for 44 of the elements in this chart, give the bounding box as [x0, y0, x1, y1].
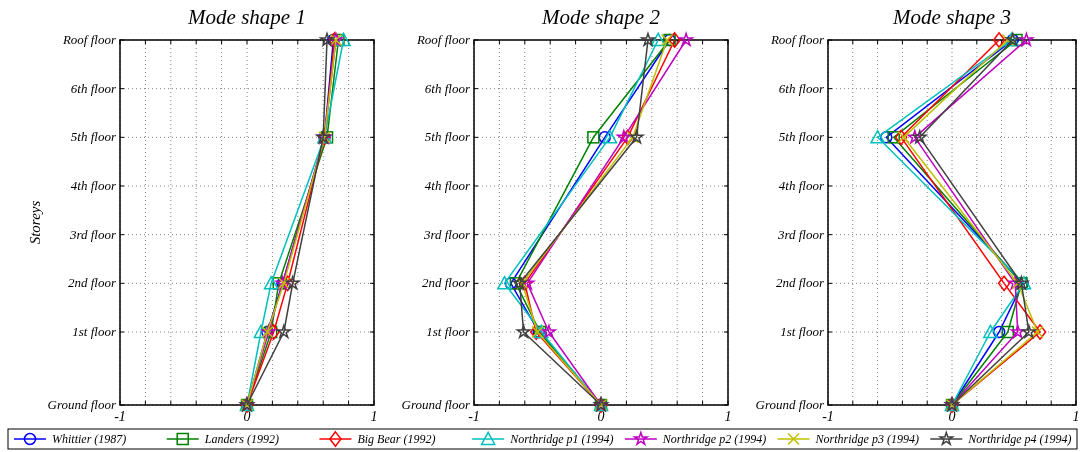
- y-tick-label: 6th floor: [778, 80, 825, 96]
- x-tick-label: 1: [370, 409, 378, 424]
- x-tick-label: 0: [948, 409, 956, 424]
- y-tick-label: 5th floor: [70, 129, 117, 145]
- y-tick-label: 1st floor: [426, 324, 471, 339]
- legend-label: Northridge p2 (1994): [661, 432, 767, 446]
- y-tick-label: Ground floor: [755, 397, 825, 412]
- legend-label: Big Bear (1992): [357, 432, 436, 446]
- chart-title: Mode shape 1: [187, 5, 306, 29]
- y-tick-label: 3rd floor: [68, 226, 117, 242]
- y-tick-label: 2nd floor: [775, 275, 825, 291]
- y-tick-label: Roof floor: [61, 32, 117, 47]
- y-tick-label: 5th floor: [424, 129, 471, 145]
- y-tick-label: 6th floor: [70, 80, 117, 96]
- legend-label: Northridge p3 (1994): [814, 432, 919, 446]
- y-tick-label: 4th floor: [778, 178, 825, 193]
- y-tick-label: 3rd floor: [422, 226, 471, 242]
- x-tick-label: -1: [822, 409, 834, 424]
- y-tick-label: 1st floor: [72, 324, 117, 339]
- legend-label: Whittier (1987): [52, 432, 127, 446]
- legend-label: Landers (1992): [203, 432, 280, 446]
- x-tick-label: 0: [243, 409, 251, 424]
- y-tick-label: 1st floor: [780, 324, 825, 339]
- chart-title: Mode shape 3: [892, 5, 1011, 29]
- y-tick-label: 3rd floor: [776, 226, 825, 242]
- y-tick-label: Roof floor: [415, 32, 471, 47]
- chart-title: Mode shape 2: [541, 5, 661, 29]
- y-tick-label: Ground floor: [401, 397, 471, 412]
- y-tick-label: Ground floor: [47, 397, 117, 412]
- legend-label: Northridge p4 (1994): [967, 432, 1072, 446]
- y-tick-label: 2nd floor: [67, 275, 117, 291]
- y-tick-label: 2nd floor: [421, 275, 471, 291]
- y-axis-title: Storeys: [27, 200, 43, 245]
- y-tick-label: Roof floor: [769, 32, 825, 47]
- x-tick-label: -1: [468, 409, 480, 424]
- y-tick-label: 6th floor: [424, 80, 471, 96]
- y-tick-label: 4th floor: [424, 178, 471, 193]
- x-tick-label: -1: [114, 409, 126, 424]
- x-tick-label: 0: [597, 409, 605, 424]
- x-tick-label: 1: [1072, 409, 1080, 424]
- y-tick-label: 5th floor: [778, 129, 825, 145]
- legend-label: Northridge p1 (1994): [509, 432, 614, 446]
- y-tick-label: 4th floor: [70, 178, 117, 193]
- x-tick-label: 1: [724, 409, 732, 424]
